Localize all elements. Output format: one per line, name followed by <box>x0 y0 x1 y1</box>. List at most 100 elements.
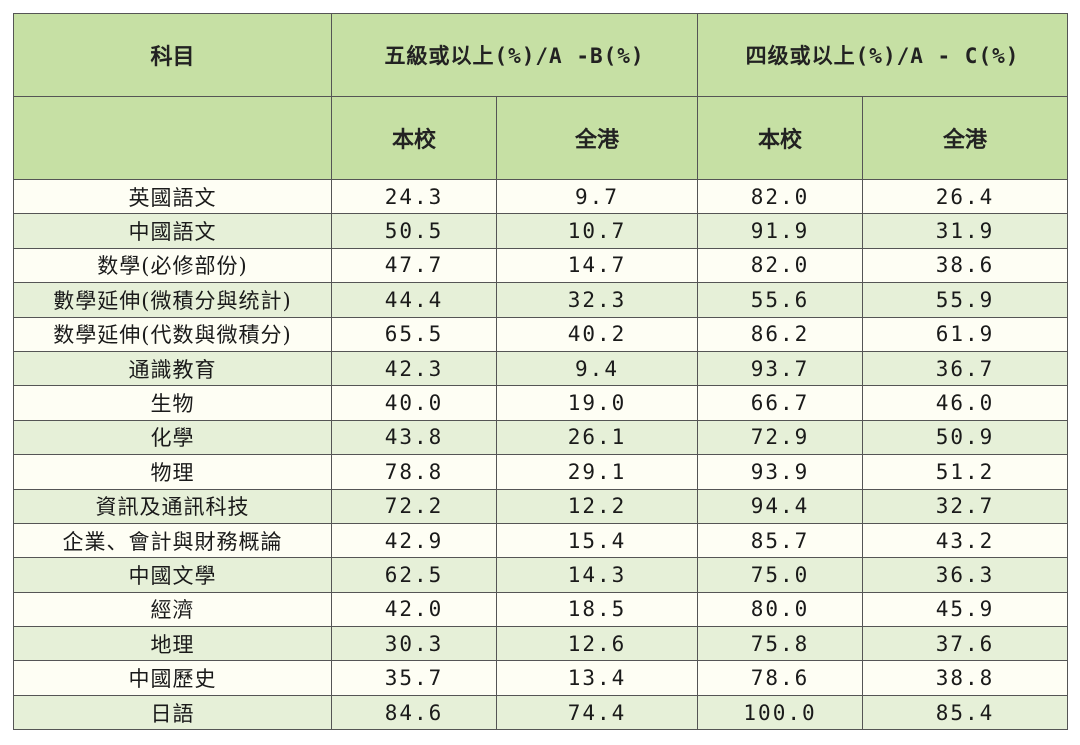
cell-level4-hk: 32.7 <box>862 488 1069 524</box>
header-level4-hk: 全港 <box>862 96 1069 180</box>
cell-level4-school: 82.0 <box>697 247 864 284</box>
table-row: 數學延伸(微積分與统計) 44.4 32.3 55.6 55.9 <box>13 282 1069 318</box>
cell-subject: 資訊及通訊科技 <box>13 488 332 524</box>
cell-level5-hk: 74.4 <box>495 694 699 731</box>
cell-level4-school: 75.0 <box>697 557 864 593</box>
cell-level4-hk: 31.9 <box>862 213 1069 249</box>
table-row: 物理 78.8 29.1 93.9 51.2 <box>13 454 1069 490</box>
cell-level5-school: 40.0 <box>331 385 497 421</box>
header-level5-group: 五級或以上(%)/A -B(%) <box>330 13 699 97</box>
cell-subject: 数學(必修部份) <box>13 247 332 284</box>
cell-level4-school: 82.0 <box>697 178 864 215</box>
cell-level5-school: 84.6 <box>331 694 497 731</box>
header-subject: 科目 <box>13 13 332 97</box>
cell-level4-hk: 55.9 <box>862 282 1069 318</box>
header-level4-group: 四级或以上(%)/A - C(%) <box>697 13 1069 97</box>
cell-subject: 中國歷史 <box>13 660 332 696</box>
cell-level5-school: 42.0 <box>331 591 497 628</box>
cell-subject: 通識教育 <box>13 350 332 387</box>
cell-level4-hk: 50.9 <box>862 419 1069 456</box>
cell-level4-school: 93.7 <box>697 350 864 387</box>
cell-level4-school: 80.0 <box>697 591 864 628</box>
table-row: 生物 40.0 19.0 66.7 46.0 <box>13 385 1069 421</box>
cell-level5-school: 50.5 <box>331 213 497 249</box>
cell-level4-school: 86.2 <box>697 316 864 352</box>
table-row: 中國文學 62.5 14.3 75.0 36.3 <box>13 557 1069 593</box>
cell-level5-hk: 9.7 <box>495 178 699 215</box>
cell-level5-hk: 9.4 <box>495 350 699 387</box>
table-row: 化學 43.8 26.1 72.9 50.9 <box>13 419 1069 456</box>
table-row: 資訊及通訊科技 72.2 12.2 94.4 32.7 <box>13 488 1069 524</box>
cell-level4-hk: 26.4 <box>862 178 1069 215</box>
cell-subject: 地理 <box>13 626 332 662</box>
table-row: 数學延伸(代数與微積分) 65.5 40.2 86.2 61.9 <box>13 316 1069 352</box>
table-row: 日語 84.6 74.4 100.0 85.4 <box>13 694 1069 731</box>
cell-level5-school: 35.7 <box>331 660 497 696</box>
cell-level5-hk: 32.3 <box>495 282 699 318</box>
cell-level5-school: 47.7 <box>331 247 497 284</box>
cell-level5-hk: 12.2 <box>495 488 699 524</box>
table-row: 通識教育 42.3 9.4 93.7 36.7 <box>13 350 1069 387</box>
cell-level5-hk: 15.4 <box>495 522 699 559</box>
header-level5-school: 本校 <box>331 96 497 180</box>
cell-subject: 企業、會計與財務概論 <box>13 522 332 559</box>
cell-subject: 物理 <box>13 454 332 490</box>
cell-level5-school: 42.3 <box>331 350 497 387</box>
cell-level4-school: 93.9 <box>697 454 864 490</box>
cell-level5-hk: 14.7 <box>495 247 699 284</box>
cell-level4-hk: 51.2 <box>862 454 1069 490</box>
cell-level4-school: 78.6 <box>697 660 864 696</box>
cell-subject: 日語 <box>13 694 332 731</box>
results-table-container: 科目 五級或以上(%)/A -B(%) 四级或以上(%)/A - C(%) 本校… <box>13 13 1069 731</box>
cell-level5-hk: 40.2 <box>495 316 699 352</box>
cell-level5-hk: 19.0 <box>495 385 699 421</box>
cell-level5-school: 62.5 <box>331 557 497 593</box>
dse-results-table: 科目 五級或以上(%)/A -B(%) 四级或以上(%)/A - C(%) 本校… <box>13 13 1069 731</box>
cell-level4-hk: 43.2 <box>862 522 1069 559</box>
cell-level5-school: 24.3 <box>331 178 497 215</box>
table-row: 經濟 42.0 18.5 80.0 45.9 <box>13 591 1069 628</box>
cell-level4-school: 94.4 <box>697 488 864 524</box>
table-row: 英國語文 24.3 9.7 82.0 26.4 <box>13 178 1069 215</box>
cell-level5-hk: 18.5 <box>495 591 699 628</box>
table-row: 数學(必修部份) 47.7 14.7 82.0 38.6 <box>13 247 1069 284</box>
table-row: 中國歷史 35.7 13.4 78.6 38.8 <box>13 660 1069 696</box>
header-level5-hk: 全港 <box>495 96 699 180</box>
cell-level4-school: 75.8 <box>697 626 864 662</box>
results-table-body: 英國語文 24.3 9.7 82.0 26.4 中國語文 50.5 10.7 91.9 31.9 数… <box>13 178 1069 731</box>
cell-level5-school: 44.4 <box>331 282 497 318</box>
cell-subject: 生物 <box>13 385 332 421</box>
table-row: 地理 30.3 12.6 75.8 37.6 <box>13 626 1069 662</box>
cell-level5-hk: 26.1 <box>495 419 699 456</box>
cell-level4-hk: 37.6 <box>862 626 1069 662</box>
cell-level5-school: 43.8 <box>331 419 497 456</box>
cell-level4-school: 85.7 <box>697 522 864 559</box>
cell-subject: 數學延伸(微積分與统計) <box>13 282 332 318</box>
cell-level5-hk: 13.4 <box>495 660 699 696</box>
table-row: 中國語文 50.5 10.7 91.9 31.9 <box>13 213 1069 249</box>
cell-level5-school: 78.8 <box>331 454 497 490</box>
cell-level5-hk: 29.1 <box>495 454 699 490</box>
header-level4-school: 本校 <box>697 96 864 180</box>
cell-level4-hk: 45.9 <box>862 591 1069 628</box>
table-row: 企業、會計與財務概論 42.9 15.4 85.7 43.2 <box>13 522 1069 559</box>
cell-level5-school: 42.9 <box>331 522 497 559</box>
cell-level4-school: 55.6 <box>697 282 864 318</box>
cell-level5-hk: 14.3 <box>495 557 699 593</box>
header-row-groups: 科目 五級或以上(%)/A -B(%) 四级或以上(%)/A - C(%) <box>13 13 1069 97</box>
cell-level4-school: 72.9 <box>697 419 864 456</box>
header-subject-blank <box>13 96 332 180</box>
cell-level4-hk: 36.3 <box>862 557 1069 593</box>
cell-subject: 数學延伸(代数與微積分) <box>13 316 332 352</box>
cell-subject: 化學 <box>13 419 332 456</box>
cell-subject: 經濟 <box>13 591 332 628</box>
cell-level4-school: 91.9 <box>697 213 864 249</box>
header-row-sub: 本校 全港 本校 全港 <box>13 96 1069 180</box>
cell-level4-hk: 85.4 <box>862 694 1069 731</box>
cell-level5-school: 72.2 <box>331 488 497 524</box>
cell-level5-school: 30.3 <box>331 626 497 662</box>
cell-level4-school: 100.0 <box>697 694 864 731</box>
cell-level4-hk: 38.8 <box>862 660 1069 696</box>
cell-level5-hk: 12.6 <box>495 626 699 662</box>
cell-level4-hk: 38.6 <box>862 247 1069 284</box>
